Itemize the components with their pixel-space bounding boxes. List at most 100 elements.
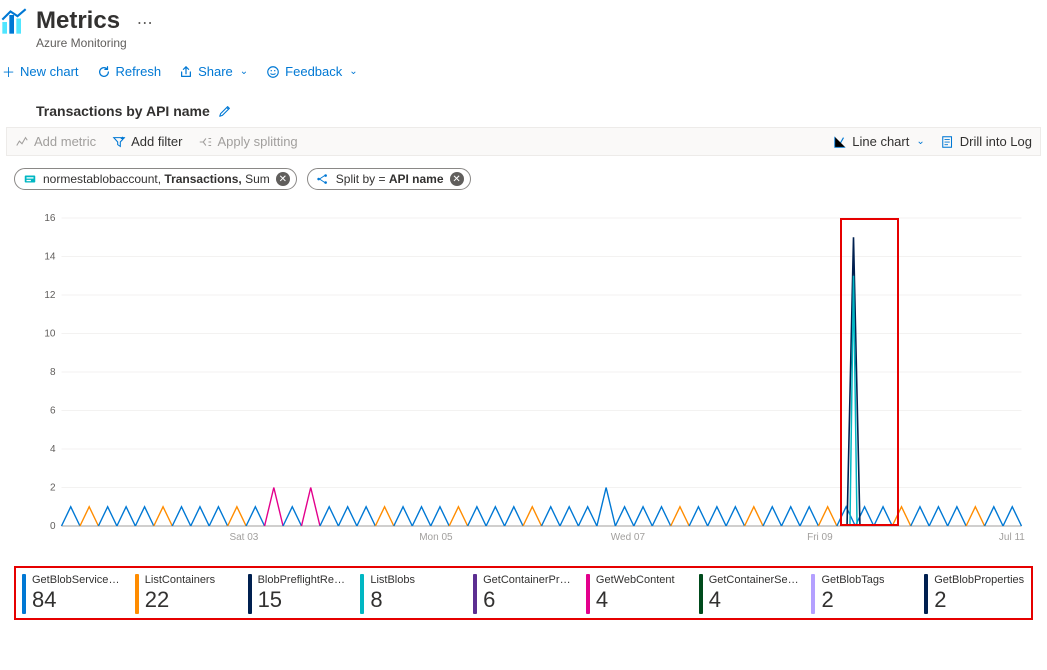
add-filter-button[interactable]: Add filter bbox=[112, 134, 182, 149]
feedback-label: Feedback bbox=[285, 64, 342, 79]
logs-icon bbox=[941, 135, 955, 149]
split-pill-text: Split by = API name bbox=[336, 172, 444, 186]
apply-splitting-button[interactable]: Apply splitting bbox=[198, 134, 297, 149]
scope-pill[interactable]: normestablobaccount, Transactions, Sum ✕ bbox=[14, 168, 297, 190]
legend-item[interactable]: GetContainerServiceM... 4 bbox=[693, 574, 806, 614]
splitting-icon bbox=[198, 135, 212, 149]
refresh-icon bbox=[97, 65, 111, 79]
legend-value: 22 bbox=[145, 588, 215, 612]
legend-color-bar bbox=[360, 574, 364, 614]
legend-value: 6 bbox=[483, 588, 574, 612]
legend-color-bar bbox=[811, 574, 815, 614]
legend-item[interactable]: ListContainers 22 bbox=[129, 574, 242, 614]
drill-logs-label: Drill into Log bbox=[960, 134, 1032, 149]
svg-text:Fri 09: Fri 09 bbox=[807, 532, 833, 540]
legend-label: GetBlobProperties bbox=[934, 574, 1024, 586]
legend-item[interactable]: GetContainerProperties 6 bbox=[467, 574, 580, 614]
legend-item[interactable]: GetWebContent 4 bbox=[580, 574, 693, 614]
plus-icon: ＋ bbox=[2, 62, 15, 81]
feedback-button[interactable]: Feedback ⌄ bbox=[266, 64, 357, 79]
close-icon[interactable]: ✕ bbox=[276, 172, 290, 186]
share-icon bbox=[179, 65, 193, 79]
line-chart: 0246810121416Sat 03Mon 05Wed 07Fri 09Jul… bbox=[14, 210, 1033, 540]
split-pill[interactable]: Split by = API name ✕ bbox=[307, 168, 471, 190]
svg-text:4: 4 bbox=[50, 444, 56, 455]
chevron-down-icon: ⌄ bbox=[240, 66, 248, 77]
pill-row: normestablobaccount, Transactions, Sum ✕… bbox=[0, 156, 1047, 202]
legend-item[interactable]: GetBlobServiceProper... 84 bbox=[16, 574, 129, 614]
legend-color-bar bbox=[586, 574, 590, 614]
close-icon[interactable]: ✕ bbox=[450, 172, 464, 186]
legend-value: 4 bbox=[709, 588, 800, 612]
refresh-label: Refresh bbox=[116, 64, 162, 79]
svg-text:Jul 11: Jul 11 bbox=[999, 532, 1025, 540]
chart-title-row: Transactions by API name bbox=[0, 91, 1047, 127]
split-prefix: Split by = bbox=[336, 172, 389, 186]
split-icon bbox=[316, 172, 330, 186]
drill-logs-button[interactable]: Drill into Log bbox=[941, 134, 1032, 149]
legend-label: GetContainerProperties bbox=[483, 574, 574, 586]
resource-icon bbox=[23, 172, 37, 186]
chart-container: 0246810121416Sat 03Mon 05Wed 07Fri 09Jul… bbox=[14, 210, 1033, 562]
scope-bold: Transactions, bbox=[164, 172, 245, 186]
add-metric-button[interactable]: Add metric bbox=[15, 134, 96, 149]
legend-color-bar bbox=[135, 574, 139, 614]
svg-text:6: 6 bbox=[50, 406, 56, 417]
legend-label: GetWebContent bbox=[596, 574, 675, 586]
legend-value: 2 bbox=[821, 588, 884, 612]
smiley-icon bbox=[266, 65, 280, 79]
more-menu-icon[interactable]: ⋯ bbox=[137, 8, 153, 40]
legend-label: GetContainerServiceM... bbox=[709, 574, 800, 586]
chart-type-label: Line chart bbox=[852, 134, 909, 149]
pencil-icon[interactable] bbox=[218, 104, 232, 118]
svg-text:8: 8 bbox=[50, 367, 56, 378]
apply-splitting-label: Apply splitting bbox=[217, 134, 297, 149]
svg-text:Mon 05: Mon 05 bbox=[419, 532, 453, 540]
legend-value: 84 bbox=[32, 588, 123, 612]
chart-legend: GetBlobServiceProper...84ListContainers2… bbox=[14, 566, 1033, 620]
chart-action-bar: Add metric Add filter Apply splitting Li… bbox=[6, 127, 1041, 156]
line-chart-icon bbox=[833, 135, 847, 149]
filter-icon bbox=[112, 135, 126, 149]
new-chart-label: New chart bbox=[20, 64, 79, 79]
svg-text:14: 14 bbox=[44, 252, 56, 263]
legend-value: 4 bbox=[596, 588, 675, 612]
svg-text:Sat 03: Sat 03 bbox=[229, 532, 258, 540]
add-metric-label: Add metric bbox=[34, 134, 96, 149]
scope-suffix: Sum bbox=[245, 172, 270, 186]
new-chart-button[interactable]: ＋ New chart bbox=[2, 62, 79, 81]
legend-item[interactable]: GetBlobTags 2 bbox=[805, 574, 918, 614]
chevron-down-icon: ⌄ bbox=[349, 66, 357, 77]
legend-color-bar bbox=[699, 574, 703, 614]
legend-value: 8 bbox=[370, 588, 415, 612]
legend-item[interactable]: BlobPreflightRequest15 bbox=[242, 574, 355, 614]
add-metric-icon bbox=[15, 135, 29, 149]
add-filter-label: Add filter bbox=[131, 134, 182, 149]
legend-color-bar bbox=[248, 574, 252, 614]
metrics-icon bbox=[0, 8, 28, 36]
chart-title: Transactions by API name bbox=[36, 103, 210, 119]
svg-text:10: 10 bbox=[44, 329, 56, 340]
legend-label: GetBlobServiceProper... bbox=[32, 574, 123, 586]
svg-text:16: 16 bbox=[44, 213, 56, 224]
legend-label: ListBlobs bbox=[370, 574, 415, 586]
split-bold: API name bbox=[389, 172, 444, 186]
legend-label: ListContainers bbox=[145, 574, 215, 586]
svg-text:Wed 07: Wed 07 bbox=[611, 532, 646, 540]
page-title: Metrics bbox=[36, 8, 127, 34]
toolbar: ＋ New chart Refresh Share ⌄ Feedback ⌄ bbox=[0, 56, 1047, 91]
refresh-button[interactable]: Refresh bbox=[97, 64, 162, 79]
legend-label: GetBlobTags bbox=[821, 574, 884, 586]
scope-prefix: normestablobaccount, bbox=[43, 172, 164, 186]
page-subtitle: Azure Monitoring bbox=[36, 36, 127, 50]
svg-text:2: 2 bbox=[50, 483, 56, 494]
svg-text:12: 12 bbox=[44, 290, 56, 301]
legend-item[interactable]: GetBlobProperties2 bbox=[918, 574, 1031, 614]
legend-label: BlobPreflightRequest bbox=[258, 574, 349, 586]
scope-pill-text: normestablobaccount, Transactions, Sum bbox=[43, 172, 270, 186]
legend-color-bar bbox=[473, 574, 477, 614]
share-button[interactable]: Share ⌄ bbox=[179, 64, 248, 79]
legend-item[interactable]: ListBlobs 8 bbox=[354, 574, 467, 614]
chart-type-dropdown[interactable]: Line chart ⌄ bbox=[833, 134, 924, 149]
legend-color-bar bbox=[924, 574, 928, 614]
